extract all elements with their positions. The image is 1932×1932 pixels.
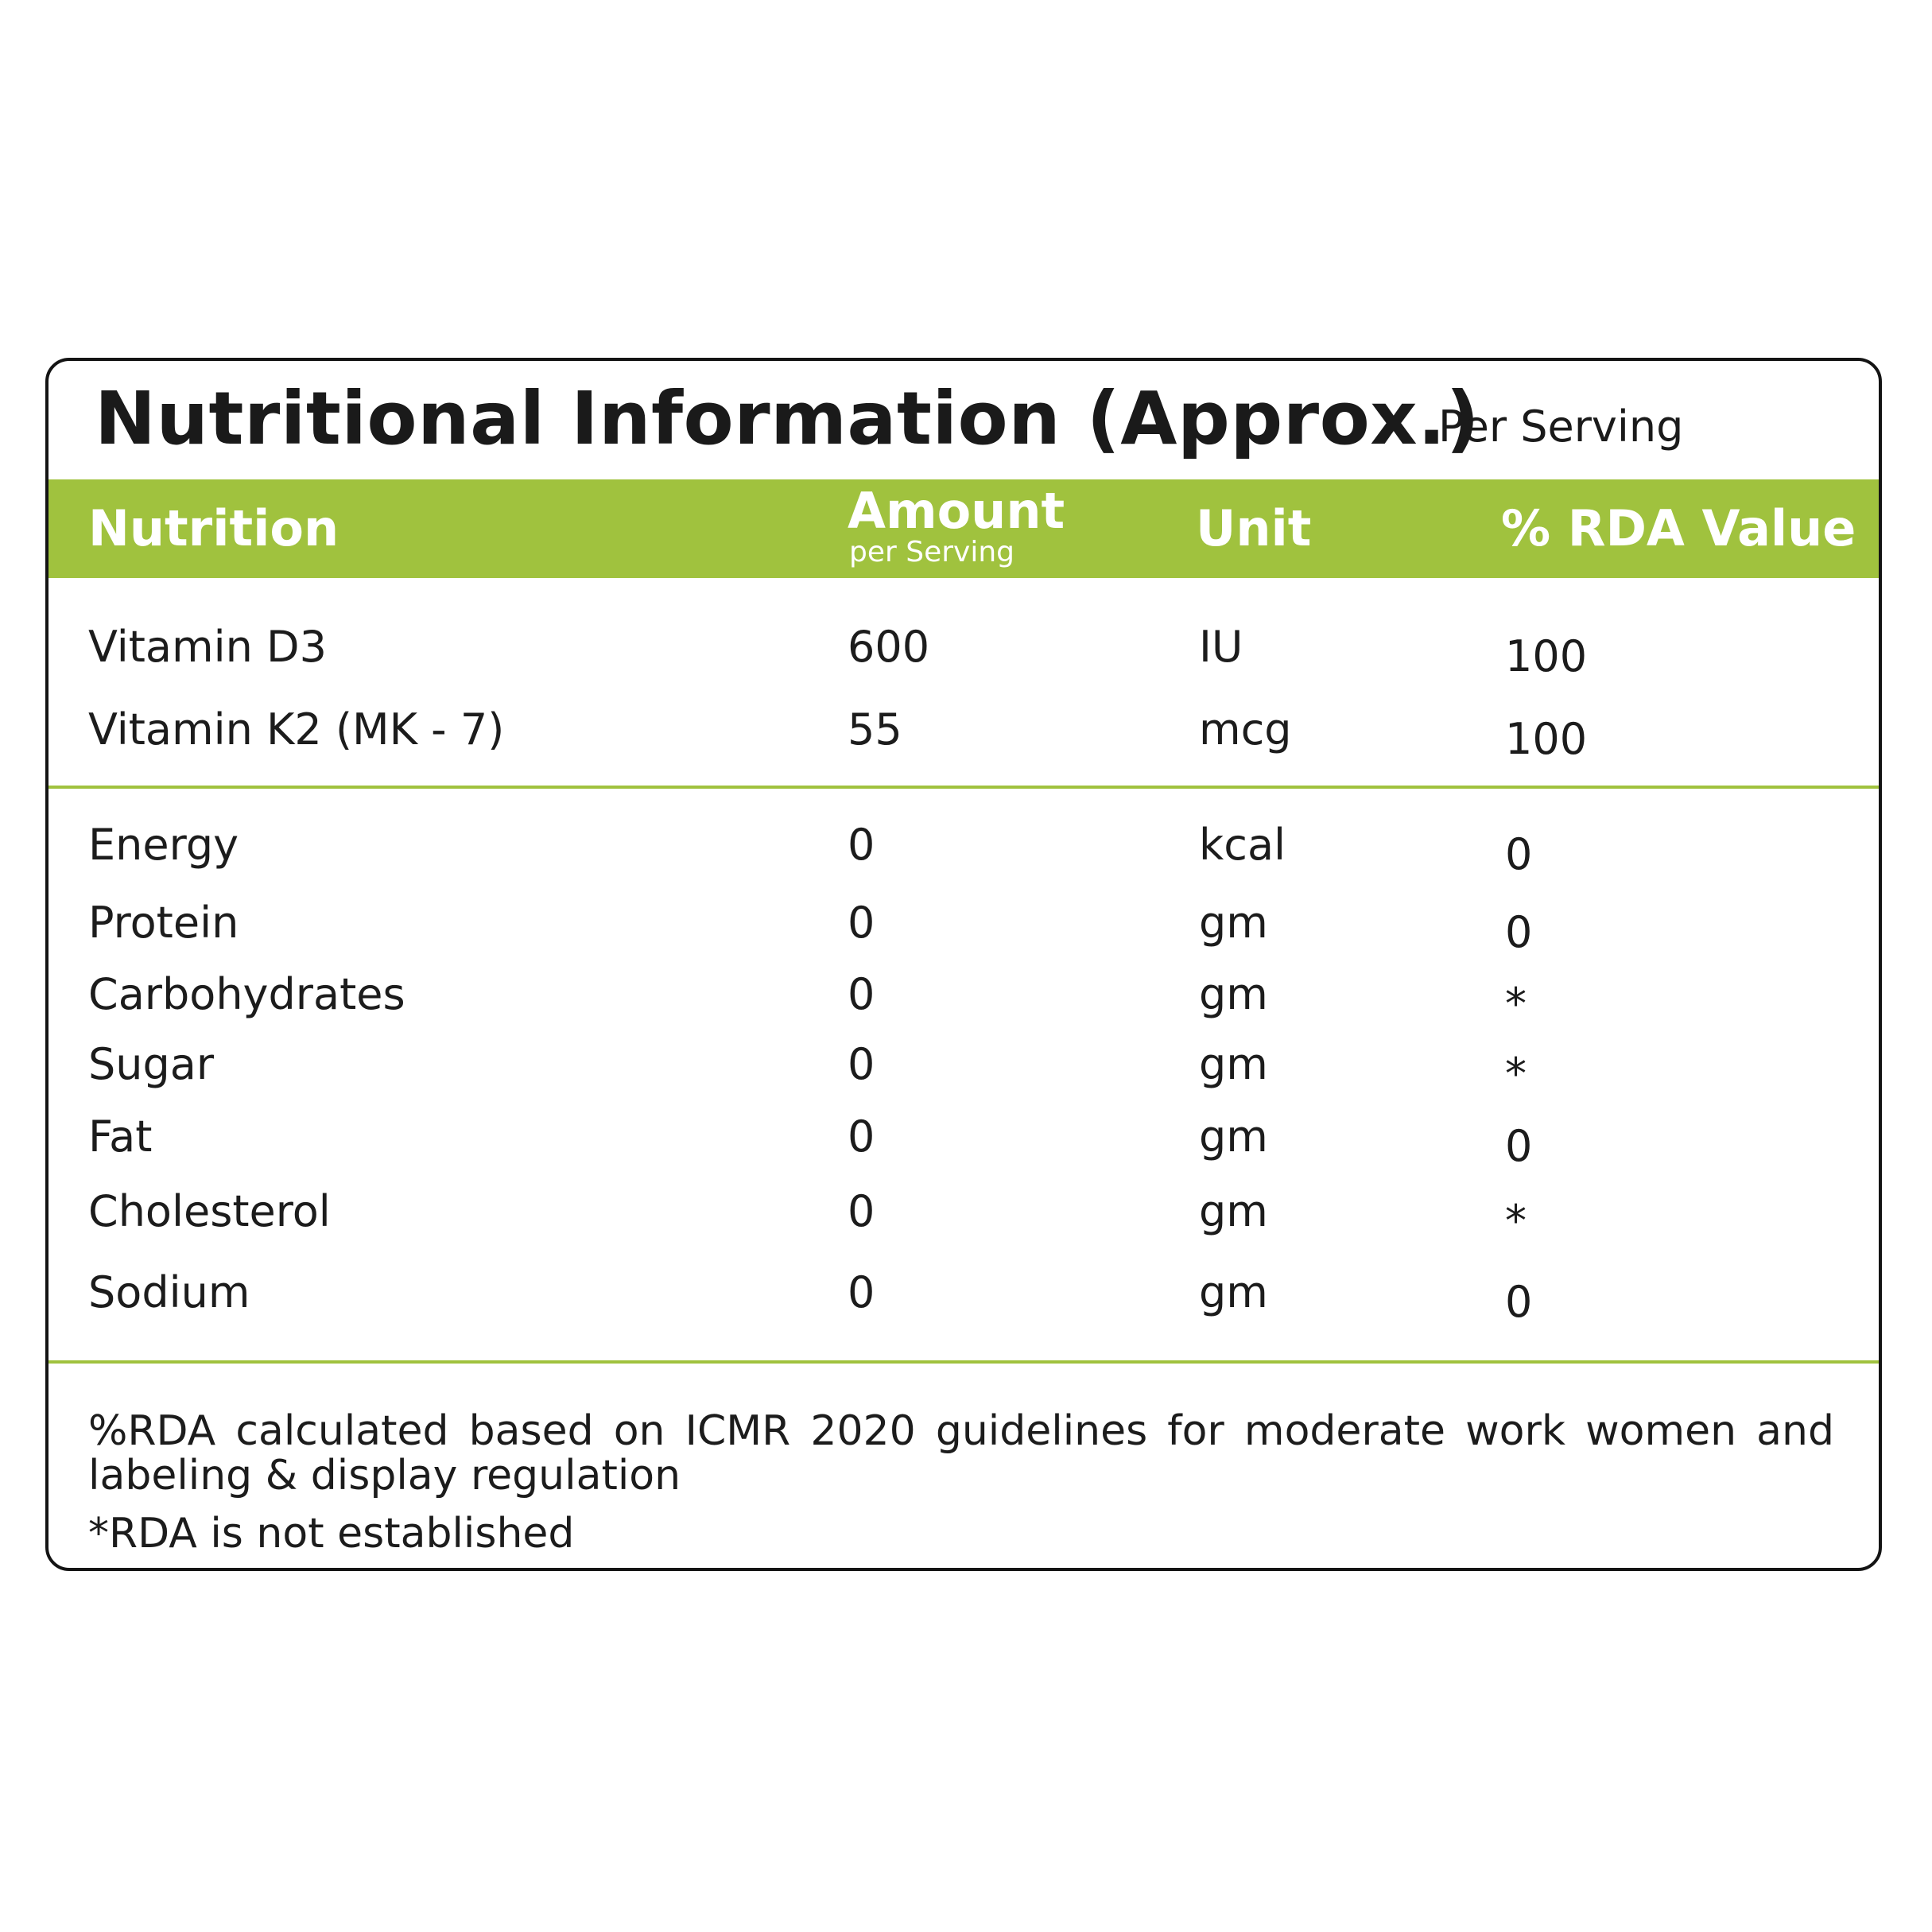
title-row: Nutritional Information (Approx.) Per Se… <box>95 375 1844 463</box>
nutrient-unit: gm <box>1199 1111 1268 1162</box>
rda-basis-footnote: %RDA calculated based on ICMR 2020 guide… <box>88 1407 1834 1499</box>
nutrient-unit: mcg <box>1199 704 1292 755</box>
nutrition-panel: Nutritional Information (Approx.) Per Se… <box>45 358 1882 1571</box>
nutrient-unit: gm <box>1199 969 1268 1019</box>
table-row: Carbohydrates 0 gm * <box>48 959 1879 1030</box>
rda-not-established-footnote: *RDA is not established <box>88 1510 575 1558</box>
nutrient-name: Protein <box>88 898 239 948</box>
table-row: Energy 0 kcal 0 <box>48 809 1879 881</box>
nutrient-rda: 0 <box>1505 1277 1533 1327</box>
nutrient-amount: 0 <box>848 820 875 870</box>
header-nutrition: Nutrition <box>88 499 339 557</box>
table-header: Nutrition Amount per Serving Unit % RDA … <box>48 479 1879 578</box>
nutrient-rda: 0 <box>1505 1121 1533 1171</box>
nutrient-amount: 0 <box>848 1267 875 1317</box>
panel-title: Nutritional Information (Approx.) <box>95 376 1480 461</box>
header-amount: Amount per Serving <box>848 479 1166 578</box>
header-amount-sublabel: per Serving <box>849 536 1015 568</box>
nutrient-amount: 0 <box>848 898 875 948</box>
nutrient-rda: 0 <box>1505 907 1533 957</box>
header-amount-label: Amount <box>848 482 1065 540</box>
section-divider <box>48 1360 1879 1364</box>
nutrient-rda: 100 <box>1505 631 1588 681</box>
nutrient-amount: 0 <box>848 1039 875 1089</box>
nutrient-rda: * <box>1505 1196 1527 1246</box>
nutrient-unit: kcal <box>1199 820 1286 870</box>
table-row: Vitamin D3 600 IU 100 <box>48 611 1879 683</box>
nutrient-name: Cholesterol <box>88 1186 331 1236</box>
nutrient-name: Vitamin D3 <box>88 622 327 672</box>
nutrient-rda: 100 <box>1505 714 1588 764</box>
nutrient-rda: * <box>1505 1049 1527 1099</box>
table-row: Vitamin K2 (MK - 7) 55 mcg 100 <box>48 694 1879 766</box>
nutrient-name: Sodium <box>88 1267 250 1317</box>
panel-subtitle: Per Serving <box>1438 402 1684 452</box>
section-divider <box>48 786 1879 789</box>
nutrient-amount: 0 <box>848 969 875 1019</box>
nutrient-name: Vitamin K2 (MK - 7) <box>88 704 505 755</box>
nutrient-name: Carbohydrates <box>88 969 405 1019</box>
nutrient-unit: gm <box>1199 1267 1268 1317</box>
header-rda: % RDA Value <box>1501 499 1856 557</box>
table-row: Sugar 0 gm * <box>48 1029 1879 1100</box>
nutrient-name: Energy <box>88 820 239 870</box>
table-row: Protein 0 gm 0 <box>48 887 1879 959</box>
nutrient-amount: 55 <box>848 704 902 755</box>
table-row: Fat 0 gm 0 <box>48 1101 1879 1173</box>
header-unit: Unit <box>1196 499 1312 557</box>
nutrient-unit: gm <box>1199 1186 1268 1236</box>
nutrient-unit: IU <box>1199 622 1243 672</box>
nutrient-name: Fat <box>88 1111 153 1162</box>
nutrient-rda: 0 <box>1505 829 1533 879</box>
nutrient-unit: gm <box>1199 898 1268 948</box>
table-row: Cholesterol 0 gm * <box>48 1176 1879 1247</box>
nutrient-unit: gm <box>1199 1039 1268 1089</box>
nutrient-amount: 0 <box>848 1111 875 1162</box>
nutrient-amount: 0 <box>848 1186 875 1236</box>
nutrient-rda: * <box>1505 979 1527 1029</box>
table-row: Sodium 0 gm 0 <box>48 1257 1879 1329</box>
nutrient-amount: 600 <box>848 622 930 672</box>
nutrient-name: Sugar <box>88 1039 215 1089</box>
